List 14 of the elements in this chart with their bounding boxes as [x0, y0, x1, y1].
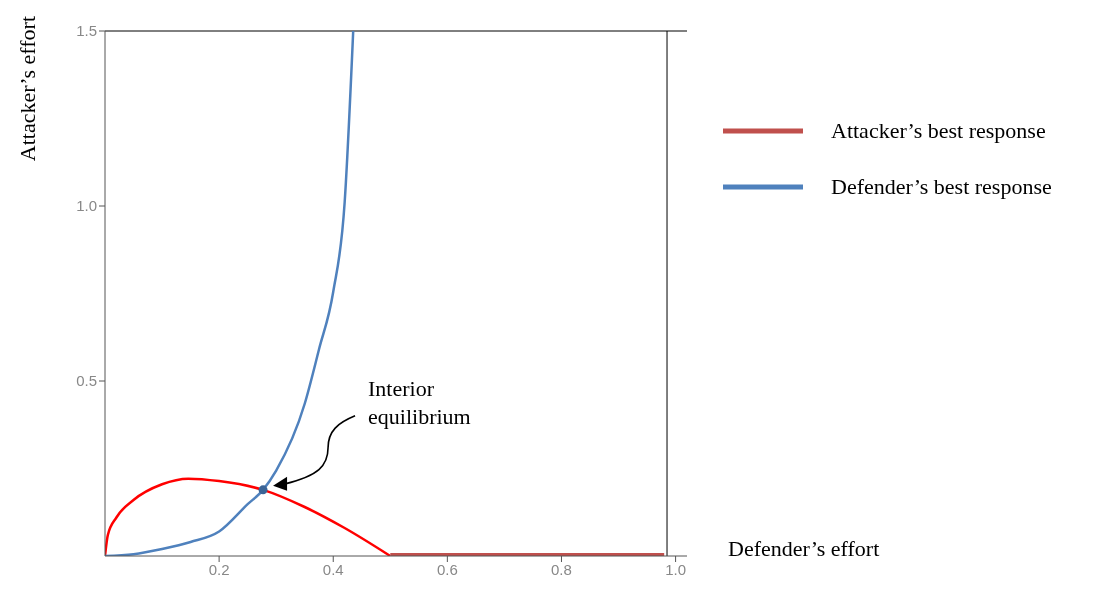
legend-label: Attacker’s best response	[831, 118, 1046, 144]
y-tick-label: 1.5	[76, 22, 97, 40]
y-tick-label: 0.5	[76, 372, 97, 390]
x-tick-label: 0.6	[436, 560, 458, 578]
legend-label: Defender’s best response	[831, 174, 1052, 200]
x-tick-label: 0.8	[551, 560, 572, 578]
line-series	[105, 477, 392, 556]
x-tick-label: 0.2	[208, 560, 230, 578]
x-axis-title: Defender’s effort	[728, 536, 880, 562]
x-tick-label: 0.4	[322, 560, 344, 578]
annotation: Interior equilibrium	[368, 375, 471, 429]
y-tick-label: 1.0	[76, 197, 97, 215]
y-axis-title: Attacker’s effort	[15, 16, 41, 164]
x-tick-label: 1.0	[665, 560, 687, 578]
